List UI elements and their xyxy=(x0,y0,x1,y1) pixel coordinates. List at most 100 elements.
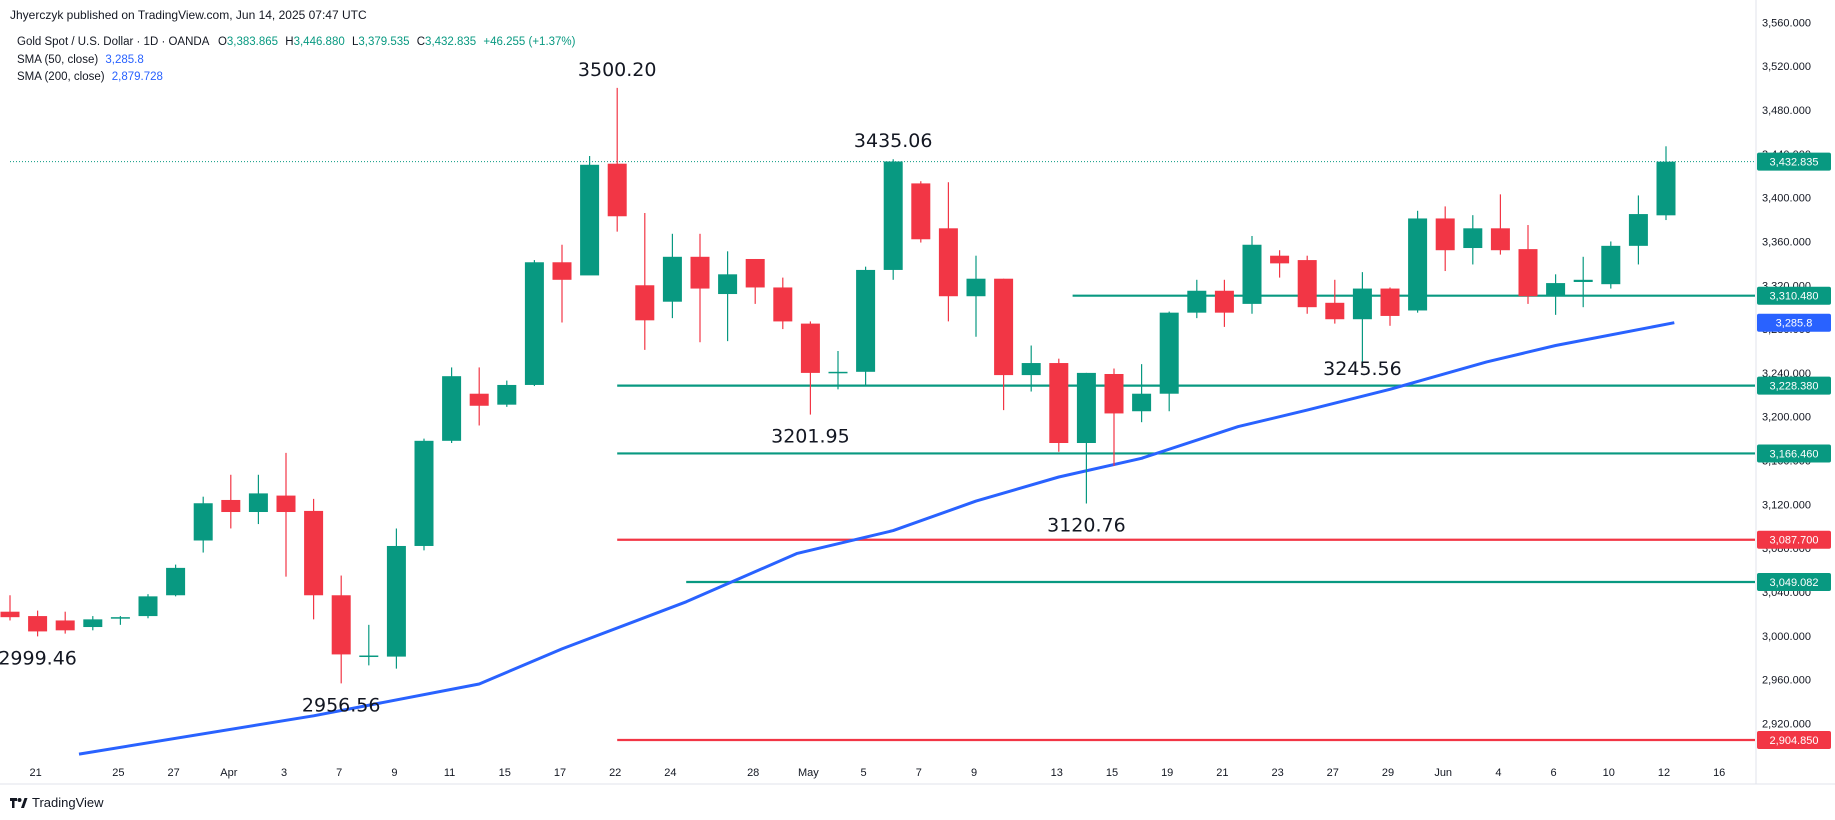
candle-body xyxy=(1490,228,1510,251)
x-tick-label: 9 xyxy=(971,767,977,779)
price-annotation: 2956.56 xyxy=(302,694,381,716)
tradingview-footer[interactable]: TradingView xyxy=(10,795,104,810)
price-label-box xyxy=(1757,530,1831,549)
candle-body xyxy=(193,503,213,541)
candle-body xyxy=(55,620,75,631)
candle-body xyxy=(1408,218,1428,311)
sma200-row[interactable]: SMA (200, close) 2,879.728 xyxy=(17,69,576,87)
x-tick-label: Apr xyxy=(220,767,237,779)
y-tick-label: 2,960.000 xyxy=(1762,675,1811,687)
x-tick-label: 6 xyxy=(1551,767,1557,779)
candle-body xyxy=(800,323,820,373)
candle-body xyxy=(690,256,710,289)
candle-body xyxy=(1325,302,1345,320)
candle-body xyxy=(994,278,1014,376)
price-label-text: 2,904.850 xyxy=(1770,735,1819,747)
price-chart[interactable]: 3,560.0003,520.0003,480.0003,440.0003,40… xyxy=(0,0,1835,790)
candle-body xyxy=(662,256,682,302)
candle-body xyxy=(0,611,20,618)
open-value: 3,383.865 xyxy=(226,36,279,48)
sma50-row[interactable]: SMA (50, close) 3,285.8 xyxy=(17,52,576,70)
x-tick-label: 28 xyxy=(747,767,759,779)
candle-body xyxy=(966,278,986,297)
candle-body xyxy=(552,262,572,280)
candle-body xyxy=(1187,290,1207,313)
price-annotation: 3201.95 xyxy=(771,426,850,448)
candle-body xyxy=(911,183,931,240)
x-tick-label: May xyxy=(798,767,819,779)
y-tick-label: 3,400.000 xyxy=(1762,193,1811,205)
candle-body xyxy=(331,595,351,655)
candle-body xyxy=(166,567,186,596)
candle-body xyxy=(1159,312,1179,394)
x-tick-label: 7 xyxy=(336,767,342,779)
change-value: +46.255 (+1.37%) xyxy=(483,36,576,48)
y-tick-label: 3,360.000 xyxy=(1762,236,1811,248)
candle-body xyxy=(1297,260,1317,308)
candle-body xyxy=(1270,255,1290,264)
candle-body xyxy=(110,617,130,619)
x-tick-label: 24 xyxy=(664,767,676,779)
candle-body xyxy=(1435,218,1455,251)
published-by-line: Jhyerczyk published on TradingView.com, … xyxy=(10,8,367,22)
sma50-value: 3,285.8 xyxy=(105,53,144,66)
x-tick-label: 19 xyxy=(1161,767,1173,779)
price-label-box xyxy=(1757,444,1831,463)
candle-body xyxy=(883,161,903,270)
x-tick-label: 27 xyxy=(1327,767,1339,779)
y-tick-label: 3,000.000 xyxy=(1762,631,1811,643)
candle-body xyxy=(718,274,738,295)
chart-legend: Gold Spot / U.S. Dollar · 1D · OANDA O3,… xyxy=(17,34,576,87)
candle-body xyxy=(1518,249,1538,297)
high-value: 3,446.880 xyxy=(293,36,345,48)
candle-body xyxy=(938,228,958,297)
x-tick-label: 12 xyxy=(1658,767,1670,779)
candle-body xyxy=(1049,363,1069,444)
y-tick-label: 3,520.000 xyxy=(1762,61,1811,73)
candle-body xyxy=(580,164,600,276)
symbol-label[interactable]: Gold Spot / U.S. Dollar · 1D · OANDA xyxy=(17,36,209,48)
x-tick-label: 23 xyxy=(1271,767,1283,779)
price-label-text: 3,432.835 xyxy=(1770,157,1819,169)
candle-body xyxy=(276,495,296,513)
y-tick-label: 3,200.000 xyxy=(1762,412,1811,424)
sma50-line xyxy=(78,321,1675,756)
x-tick-label: 10 xyxy=(1603,767,1615,779)
price-label-box xyxy=(1757,731,1831,750)
price-annotation: 2999.46 xyxy=(0,647,77,669)
candle-body xyxy=(635,285,655,321)
x-tick-label: 22 xyxy=(609,767,621,779)
x-tick-label: 4 xyxy=(1495,767,1501,779)
x-tick-label: 5 xyxy=(861,767,867,779)
price-label-box xyxy=(1757,152,1831,171)
x-tick-label: 25 xyxy=(112,767,124,779)
y-tick-label: 3,480.000 xyxy=(1762,105,1811,117)
candle-body xyxy=(745,258,765,288)
price-annotation: 3245.56 xyxy=(1323,358,1402,380)
price-annotation: 3120.76 xyxy=(1047,515,1126,537)
candle-body xyxy=(524,262,544,385)
x-tick-label: 21 xyxy=(29,767,41,779)
open-label: O xyxy=(217,36,227,48)
candle-body xyxy=(1214,290,1234,313)
x-tick-label: 15 xyxy=(499,767,511,779)
x-tick-label: 9 xyxy=(391,767,397,779)
price-annotation: 3435.06 xyxy=(854,130,933,152)
candle-body xyxy=(83,619,103,628)
tradingview-brand: TradingView xyxy=(32,795,104,810)
candle-body xyxy=(1628,214,1648,246)
x-tick-label: 15 xyxy=(1106,767,1118,779)
price-label-text: 3,166.460 xyxy=(1770,448,1819,460)
ohlc-row[interactable]: Gold Spot / U.S. Dollar · 1D · OANDA O3,… xyxy=(17,34,576,52)
candle-body xyxy=(497,384,517,405)
price-label-text: 3,310.480 xyxy=(1770,291,1819,303)
x-tick-label: 13 xyxy=(1051,767,1063,779)
low-label: L xyxy=(351,36,359,48)
candle-body xyxy=(28,616,48,632)
price-label-text: 3,049.082 xyxy=(1770,577,1819,589)
candle-body xyxy=(386,545,406,657)
price-label-box xyxy=(1757,376,1831,395)
candle-body xyxy=(1104,373,1124,414)
candle-body xyxy=(1380,288,1400,316)
y-tick-label: 2,920.000 xyxy=(1762,718,1811,730)
